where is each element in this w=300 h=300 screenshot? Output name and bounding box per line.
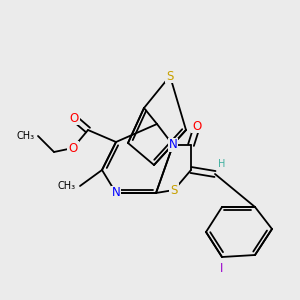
Text: N: N — [112, 187, 120, 200]
Text: O: O — [192, 119, 202, 133]
Text: CH₃: CH₃ — [17, 131, 35, 141]
Text: S: S — [170, 184, 178, 196]
Text: S: S — [166, 70, 174, 83]
Text: I: I — [220, 262, 224, 275]
Text: N: N — [169, 139, 177, 152]
Text: O: O — [68, 142, 78, 154]
Text: CH₃: CH₃ — [58, 181, 76, 191]
Text: O: O — [69, 112, 79, 124]
Text: H: H — [218, 159, 225, 169]
